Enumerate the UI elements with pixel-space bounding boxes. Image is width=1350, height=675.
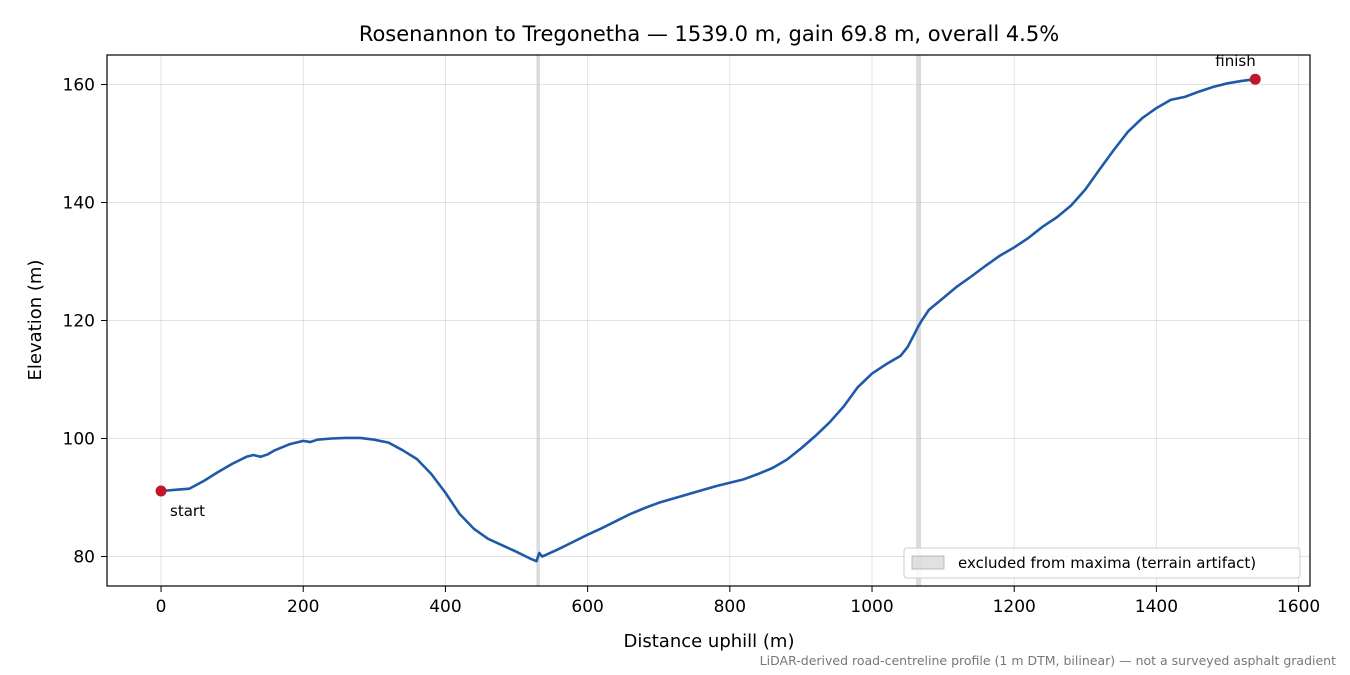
elevation-line: [159, 77, 1257, 563]
start-marker: [155, 485, 167, 497]
y-tick-label: 100: [63, 430, 95, 450]
excluded-bands: [536, 55, 922, 586]
x-tick-label: 0: [156, 597, 167, 617]
footnote: LiDAR-derived road-centreline profile (1…: [760, 653, 1336, 668]
x-tick-label: 400: [429, 597, 461, 617]
endpoint-markers: start finish: [155, 52, 1261, 520]
finish-annotation: finish: [1215, 52, 1255, 70]
finish-marker: [1249, 73, 1261, 85]
x-tick-label: 1000: [850, 597, 893, 617]
y-axis-ticks: 80 100 120 140 160: [63, 76, 107, 568]
chart-title: Rosenannon to Tregonetha — 1539.0 m, gai…: [359, 22, 1059, 46]
excluded-band: [916, 55, 922, 586]
y-tick-label: 120: [63, 312, 95, 332]
x-tick-label: 600: [571, 597, 603, 617]
legend-entry-label: excluded from maxima (terrain artifact): [958, 554, 1256, 572]
legend-swatch: [911, 555, 945, 570]
x-tick-label: 1600: [1277, 597, 1320, 617]
start-annotation: start: [170, 502, 205, 520]
x-tick-label: 200: [287, 597, 319, 617]
legend: excluded from maxima (terrain artifact): [903, 547, 1301, 579]
y-tick-label: 160: [63, 76, 95, 96]
y-tick-label: 140: [63, 194, 95, 214]
x-tick-label: 1200: [993, 597, 1036, 617]
x-tick-label: 1400: [1135, 597, 1178, 617]
x-tick-label: 800: [714, 597, 746, 617]
y-axis-label: Elevation (m): [25, 260, 46, 381]
profile-line-layer: [159, 77, 1257, 563]
y-tick-label: 80: [73, 548, 95, 568]
legend-box: [903, 547, 1301, 579]
x-axis-ticks: 0 200 400 600 800 1000 1200 1400 1600: [156, 586, 1320, 617]
excluded-band: [536, 55, 540, 586]
x-axis-label: Distance uphill (m): [624, 631, 795, 652]
